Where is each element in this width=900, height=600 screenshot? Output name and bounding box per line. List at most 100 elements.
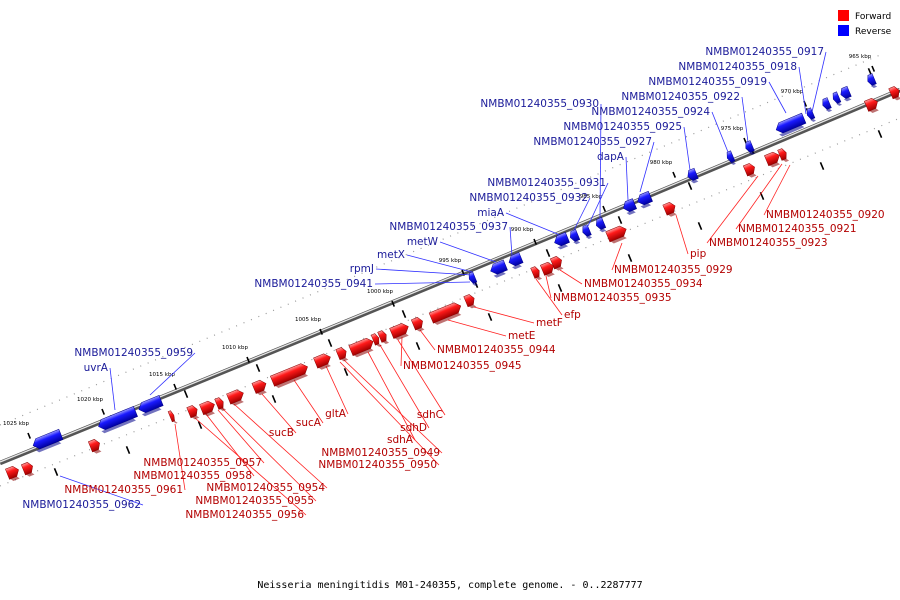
gene-label-metx[interactable]: metX bbox=[377, 249, 405, 261]
gene-label-dapa[interactable]: dapA bbox=[597, 151, 625, 163]
forward-gene-feature[interactable] bbox=[313, 352, 334, 371]
forward-gene-feature[interactable] bbox=[87, 438, 103, 455]
forward-gene-feature[interactable] bbox=[777, 148, 790, 164]
reverse-gene-feature[interactable] bbox=[96, 406, 138, 434]
reverse-gene-feature[interactable] bbox=[821, 97, 833, 114]
forward-gene-feature[interactable] bbox=[428, 301, 464, 326]
reverse-gene-feature[interactable] bbox=[774, 112, 807, 138]
gene-label-rpmj[interactable]: rpmJ bbox=[350, 263, 374, 275]
forward-gene-feature[interactable] bbox=[549, 255, 565, 272]
gene-label-nmbm01240355-0949[interactable]: NMBM01240355_0949 bbox=[321, 447, 440, 459]
gene-label-nmbm01240355-0925[interactable]: NMBM01240355_0925 bbox=[563, 121, 682, 133]
gene-label-nmbm01240355-0937[interactable]: NMBM01240355_0937 bbox=[389, 221, 508, 233]
reverse-gene-feature[interactable] bbox=[744, 140, 756, 157]
forward-gene-feature[interactable] bbox=[251, 378, 269, 396]
gene-label-sdha[interactable]: sdhA bbox=[387, 434, 414, 446]
gene-label-nmbm01240355-0931[interactable]: NMBM01240355_0931 bbox=[487, 177, 606, 189]
gene-label-metw[interactable]: metW bbox=[407, 236, 439, 248]
reverse-gene-feature[interactable] bbox=[805, 107, 816, 123]
gene-label-nmbm01240355-0922[interactable]: NMBM01240355_0922 bbox=[621, 91, 740, 103]
gene-label-miaa[interactable]: miaA bbox=[477, 207, 505, 219]
gene-label-nmbm01240355-0934[interactable]: NMBM01240355_0934 bbox=[584, 278, 703, 290]
forward-gene-feature[interactable] bbox=[167, 410, 178, 425]
reverse-gene-feature[interactable] bbox=[686, 167, 700, 184]
forward-gene-feature[interactable] bbox=[186, 404, 201, 420]
gene-label-nmbm01240355-0954[interactable]: NMBM01240355_0954 bbox=[206, 482, 325, 494]
gene-label-nmbm01240355-0921[interactable]: NMBM01240355_0921 bbox=[738, 223, 857, 235]
track-tick bbox=[687, 182, 693, 190]
forward-gene-feature[interactable] bbox=[530, 266, 543, 282]
gene-label-uvra[interactable]: uvrA bbox=[84, 362, 109, 374]
gene-label-nmbm01240355-0932[interactable]: NMBM01240355_0932 bbox=[469, 192, 588, 204]
forward-gene-feature[interactable] bbox=[335, 346, 350, 362]
label-leader-line bbox=[447, 319, 507, 337]
forward-gene-feature[interactable] bbox=[540, 261, 556, 279]
gene-label-nmbm01240355-0941[interactable]: NMBM01240355_0941 bbox=[254, 278, 373, 290]
gene-label-nmbm01240355-0959[interactable]: NMBM01240355_0959 bbox=[74, 347, 193, 359]
forward-gene-feature[interactable] bbox=[864, 97, 881, 115]
forward-gene-feature[interactable] bbox=[5, 465, 21, 482]
gene-label-nmbm01240355-0958[interactable]: NMBM01240355_0958 bbox=[133, 470, 252, 482]
reverse-gene-feature[interactable] bbox=[594, 217, 607, 233]
reverse-gene-feature[interactable] bbox=[31, 428, 64, 453]
forward-gene-feature[interactable] bbox=[463, 293, 478, 309]
reverse-gene-feature[interactable] bbox=[552, 231, 570, 250]
gene-label-nmbm01240355-0920[interactable]: NMBM01240355_0920 bbox=[766, 209, 885, 221]
gene-label-nmbm01240355-0924[interactable]: NMBM01240355_0924 bbox=[591, 106, 710, 118]
reverse-gene-feature[interactable] bbox=[621, 198, 637, 217]
gene-label-nmbm01240355-0927[interactable]: NMBM01240355_0927 bbox=[533, 136, 652, 148]
forward-gene-feature[interactable] bbox=[214, 397, 227, 413]
gene-label-efp[interactable]: efp bbox=[564, 309, 581, 321]
gene-label-nmbm01240355-0962[interactable]: NMBM01240355_0962 bbox=[22, 499, 141, 511]
forward-gene-feature[interactable] bbox=[605, 224, 630, 245]
reverse-gene-feature[interactable] bbox=[866, 73, 878, 90]
forward-gene-feature[interactable] bbox=[662, 201, 679, 218]
gene-label-nmbm01240355-0956[interactable]: NMBM01240355_0956 bbox=[185, 509, 304, 521]
reverse-gene-feature[interactable] bbox=[489, 259, 509, 279]
gene-label-glta[interactable]: gltA bbox=[325, 408, 347, 420]
forward-gene-feature[interactable] bbox=[199, 399, 217, 417]
gene-label-nmbm01240355-0919[interactable]: NMBM01240355_0919 bbox=[648, 76, 767, 88]
forward-gene-feature[interactable] bbox=[410, 316, 426, 333]
forward-gene-feature[interactable] bbox=[377, 330, 390, 346]
gene-label-sucb[interactable]: sucB bbox=[269, 427, 294, 439]
reverse-gene-feature[interactable] bbox=[568, 229, 581, 245]
gene-label-mete[interactable]: metE bbox=[508, 330, 535, 342]
gene-label-sdhc[interactable]: sdhC bbox=[417, 409, 443, 421]
label-leader-line bbox=[625, 156, 629, 201]
reverse-gene-feature[interactable] bbox=[581, 224, 593, 241]
reverse-gene-feature[interactable] bbox=[467, 271, 478, 287]
forward-gene-feature[interactable] bbox=[764, 150, 782, 168]
reverse-gene-feature[interactable] bbox=[137, 395, 165, 417]
gene-label-sdhd[interactable]: sdhD bbox=[400, 422, 427, 434]
gene-label-nmbm01240355-0944[interactable]: NMBM01240355_0944 bbox=[437, 344, 556, 356]
gene-label-suca[interactable]: sucA bbox=[296, 417, 322, 429]
gene-label-nmbm01240355-0961[interactable]: NMBM01240355_0961 bbox=[64, 484, 183, 496]
track-tick bbox=[271, 394, 277, 404]
reverse-gene-feature[interactable] bbox=[831, 91, 842, 107]
forward-gene-feature[interactable] bbox=[742, 162, 758, 179]
gene-label-nmbm01240355-0955[interactable]: NMBM01240355_0955 bbox=[195, 495, 314, 507]
gene-label-nmbm01240355-0930[interactable]: NMBM01240355_0930 bbox=[480, 98, 599, 110]
forward-gene-feature[interactable] bbox=[226, 388, 247, 407]
gene-label-nmbm01240355-0917[interactable]: NMBM01240355_0917 bbox=[705, 46, 824, 58]
gene-label-nmbm01240355-0918[interactable]: NMBM01240355_0918 bbox=[678, 61, 797, 73]
forward-gene-feature[interactable] bbox=[389, 321, 412, 341]
gene-label-metf[interactable]: metF bbox=[536, 317, 563, 329]
forward-gene-feature[interactable] bbox=[348, 336, 377, 358]
forward-gene-feature[interactable] bbox=[20, 461, 36, 478]
gene-label-nmbm01240355-0957[interactable]: NMBM01240355_0957 bbox=[143, 457, 262, 469]
gene-label-nmbm01240355-0945[interactable]: NMBM01240355_0945 bbox=[403, 360, 522, 372]
gene-label-nmbm01240355-0935[interactable]: NMBM01240355_0935 bbox=[553, 292, 672, 304]
reverse-gene-feature[interactable] bbox=[839, 85, 853, 102]
gene-label-nmbm01240355-0929[interactable]: NMBM01240355_0929 bbox=[614, 264, 733, 276]
gene-label-nmbm01240355-0950[interactable]: NMBM01240355_0950 bbox=[318, 459, 437, 471]
gene-label-nmbm01240355-0923[interactable]: NMBM01240355_0923 bbox=[709, 237, 828, 249]
forward-gene-feature[interactable] bbox=[370, 333, 382, 348]
reverse-gene-feature[interactable] bbox=[725, 150, 736, 166]
label-leader-line bbox=[735, 163, 783, 230]
gene-label-pip[interactable]: pip bbox=[690, 248, 707, 260]
reverse-gene-feature[interactable] bbox=[507, 252, 524, 270]
forward-gene-feature[interactable] bbox=[270, 362, 310, 389]
reverse-gene-feature[interactable] bbox=[635, 190, 653, 209]
